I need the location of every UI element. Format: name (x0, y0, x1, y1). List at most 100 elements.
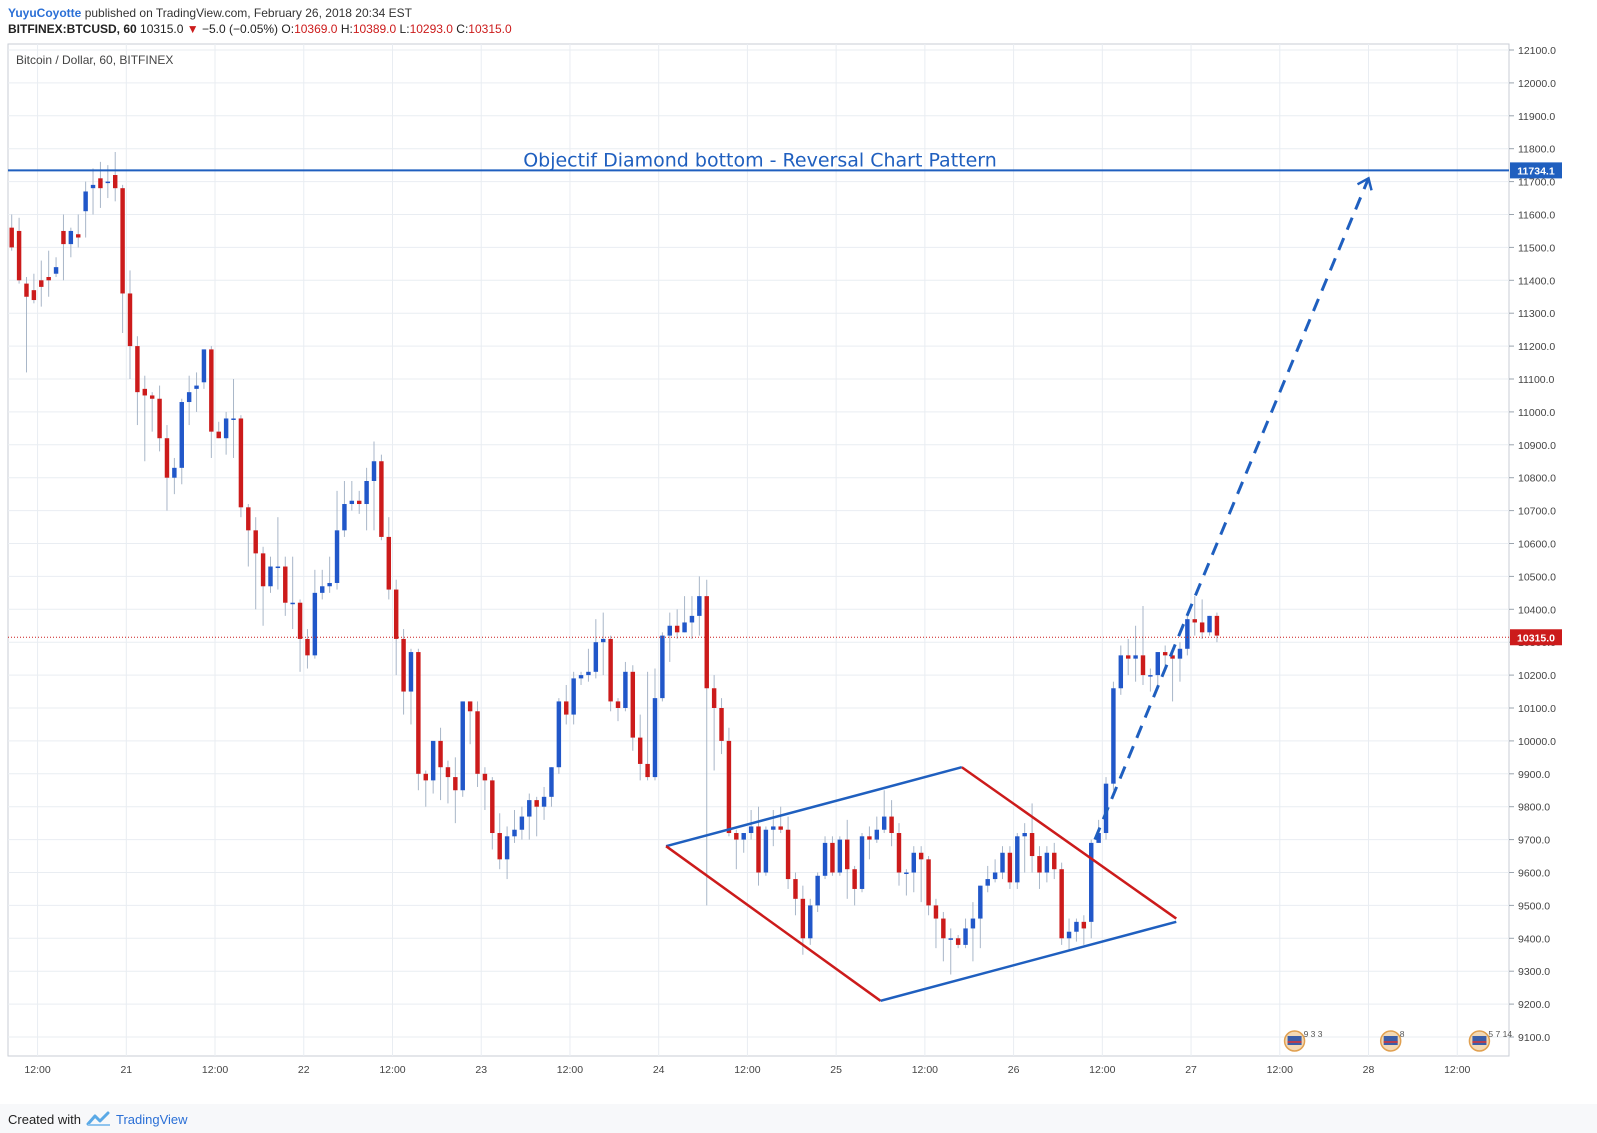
candle-up[interactable] (320, 586, 325, 593)
candle-down[interactable] (941, 918, 946, 939)
candle-up[interactable] (689, 615, 695, 623)
candle-up[interactable] (904, 872, 909, 875)
candle-up[interactable] (194, 385, 199, 389)
candle-down[interactable] (482, 773, 488, 781)
candle-down[interactable] (918, 852, 924, 860)
candle-down[interactable] (253, 530, 258, 554)
diamond-lower-left-line[interactable] (665, 845, 882, 1002)
candle-up[interactable] (1066, 931, 1072, 939)
candle-up[interactable] (1015, 836, 1020, 883)
candle-down[interactable] (1052, 852, 1057, 870)
candle-up[interactable] (1185, 619, 1190, 649)
candle-down[interactable] (1199, 622, 1205, 633)
candle-down[interactable] (1029, 833, 1035, 857)
candle-up[interactable] (201, 349, 207, 383)
candle-down[interactable] (39, 280, 44, 287)
candle-up[interactable] (667, 625, 672, 636)
candle-down[interactable] (112, 175, 118, 189)
candle-up[interactable] (815, 875, 820, 906)
candle-down[interactable] (704, 596, 709, 689)
candle-down[interactable] (16, 230, 22, 281)
candle-down[interactable] (955, 938, 961, 945)
candle-up[interactable] (83, 191, 88, 212)
candle-down[interactable] (845, 839, 850, 870)
candle-down[interactable] (423, 773, 428, 781)
candle-down[interactable] (1162, 652, 1168, 656)
candle-up[interactable] (312, 592, 318, 656)
candle-up[interactable] (963, 928, 968, 945)
candle-down[interactable] (630, 671, 636, 738)
candle-up[interactable] (771, 826, 776, 830)
candle-down[interactable] (497, 833, 502, 860)
candle-down[interactable] (475, 711, 480, 774)
candle-down[interactable] (416, 652, 421, 774)
candle-up[interactable] (1089, 842, 1094, 922)
candle-down[interactable] (120, 188, 125, 294)
candle-up[interactable] (223, 418, 229, 439)
candle-up[interactable] (549, 767, 554, 797)
candle-up[interactable] (623, 671, 628, 708)
candle-up[interactable] (327, 582, 332, 587)
candle-up[interactable] (881, 816, 887, 830)
diamond-upper-left-line[interactable] (665, 766, 963, 848)
candle-down[interactable] (305, 638, 310, 656)
candle-down[interactable] (357, 500, 362, 505)
candle-down[interactable] (896, 833, 902, 873)
tradingview-brand-link[interactable]: TradingView (116, 1112, 188, 1127)
candle-up[interactable] (1044, 852, 1050, 873)
candle-down[interactable] (1081, 921, 1087, 929)
candle-up[interactable] (1207, 615, 1212, 633)
candle-up[interactable] (504, 836, 510, 860)
candle-down[interactable] (379, 461, 384, 537)
candle-up[interactable] (179, 402, 184, 468)
candle-down[interactable] (297, 602, 303, 639)
candle-up[interactable] (586, 671, 591, 676)
candle-down[interactable] (467, 701, 473, 712)
diamond-upper-right-line[interactable] (961, 766, 1177, 920)
candle-up[interactable] (1074, 921, 1079, 932)
diamond-lower-right-line[interactable] (880, 920, 1177, 1003)
candle-up[interactable] (593, 642, 599, 672)
candle-up[interactable] (268, 566, 273, 587)
candle-up[interactable] (992, 872, 998, 880)
candle-down[interactable] (785, 829, 791, 880)
candle-up[interactable] (601, 638, 606, 643)
candle-down[interactable] (61, 230, 66, 245)
candle-down[interactable] (216, 431, 221, 439)
candle-up[interactable] (342, 504, 347, 531)
candle-up[interactable] (512, 829, 517, 837)
candle-down[interactable] (1125, 655, 1131, 659)
candle-down[interactable] (793, 879, 798, 899)
symbol-label[interactable]: BITFINEX:BTCUSD, 60 (8, 22, 137, 36)
candle-up[interactable] (874, 829, 880, 840)
candle-up[interactable] (985, 879, 990, 886)
candle-up[interactable] (519, 816, 525, 830)
candle-down[interactable] (734, 833, 739, 840)
author-link[interactable]: YuyuCoyotte (8, 6, 82, 20)
candle-up[interactable] (837, 839, 843, 873)
candle-down[interactable] (867, 836, 872, 840)
candle-down[interactable] (438, 740, 443, 768)
candle-up[interactable] (231, 418, 236, 420)
candle-up[interactable] (556, 701, 562, 768)
candle-up[interactable] (652, 698, 658, 778)
candle-down[interactable] (1192, 619, 1197, 623)
candle-down[interactable] (830, 842, 835, 873)
candle-up[interactable] (1103, 783, 1109, 834)
candle-up[interactable] (172, 467, 177, 478)
candle-down[interactable] (1170, 655, 1175, 659)
candle-up[interactable] (1155, 652, 1160, 676)
candle-up[interactable] (1096, 833, 1101, 843)
candle-down[interactable] (283, 566, 288, 603)
candle-down[interactable] (719, 708, 724, 741)
candle-up[interactable] (53, 267, 59, 274)
candle-up[interactable] (1000, 852, 1005, 873)
candle-up[interactable] (68, 230, 74, 245)
candle-down[interactable] (889, 816, 894, 834)
candle-down[interactable] (637, 737, 643, 764)
candle-up[interactable] (541, 796, 547, 807)
candle-up[interactable] (1022, 833, 1027, 837)
candle-up[interactable] (911, 852, 916, 873)
candle-down[interactable] (24, 283, 29, 297)
candle-up[interactable] (578, 675, 584, 679)
